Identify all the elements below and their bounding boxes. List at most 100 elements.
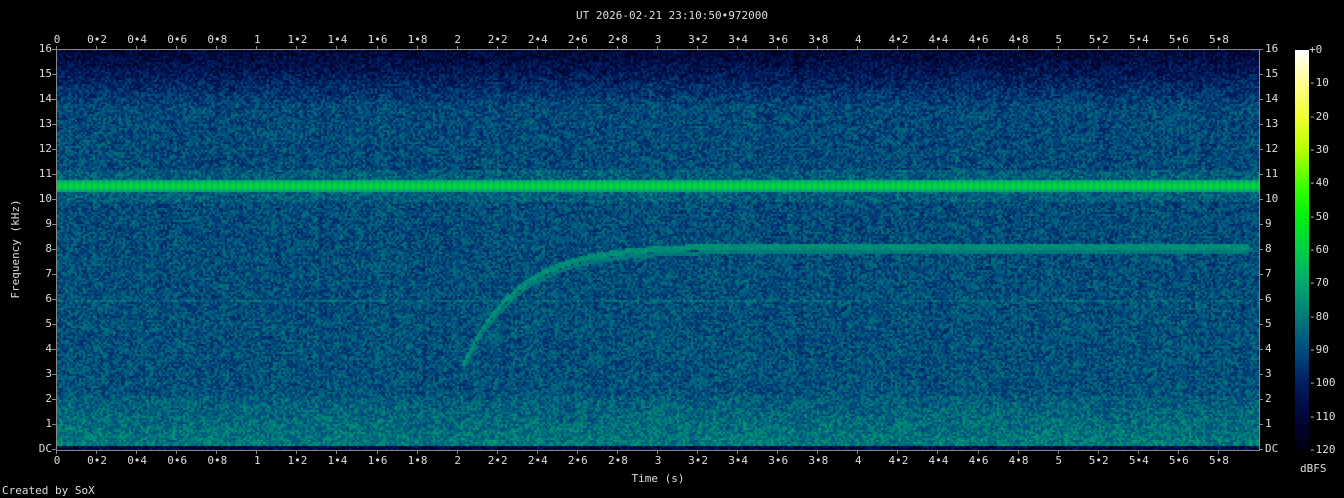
- y-tick-left: [52, 199, 56, 200]
- colorbar-tick-label: -80: [1309, 309, 1329, 323]
- x-tick-bottom: [296, 450, 298, 454]
- x-tick-label-bottom: 4•6: [968, 454, 989, 467]
- x-tick-label-bottom: 1•8: [407, 454, 428, 467]
- x-tick-top: [136, 46, 138, 50]
- x-tick-label-bottom: 4•2: [888, 454, 909, 467]
- x-tick-label-bottom: 4•8: [1008, 454, 1029, 467]
- x-tick-top: [456, 46, 458, 50]
- y-tick-left: [52, 449, 56, 450]
- x-tick-bottom: [96, 450, 98, 454]
- y-tick-label-left: 10: [38, 192, 52, 205]
- colorbar-tick-label: -100: [1309, 376, 1336, 390]
- x-tick-bottom: [176, 450, 178, 454]
- x-tick-label-bottom: 0•6: [167, 454, 188, 467]
- x-tick-bottom: [657, 450, 658, 454]
- x-tick-bottom: [1137, 450, 1139, 454]
- y-tick-label-left: DC: [38, 442, 52, 455]
- y-tick-label-right: 4: [1265, 342, 1272, 355]
- y-tick-left: [52, 374, 56, 375]
- y-tick-label-left: 13: [38, 117, 52, 130]
- x-tick-label-top: 0•4: [127, 33, 148, 46]
- y-tick-label-left: 5: [45, 317, 52, 330]
- x-tick-label-top: 4: [855, 33, 862, 46]
- y-tick-right: [1259, 74, 1263, 75]
- x-tick-top: [1057, 46, 1059, 50]
- y-tick-left: [52, 224, 56, 225]
- y-tick-left: [52, 274, 56, 275]
- x-tick-label-top: 5•2: [1088, 33, 1109, 46]
- colorbar-tick-label: -120: [1309, 443, 1336, 456]
- x-tick-label-bottom: 3•2: [688, 454, 708, 467]
- y-tick-label-right: DC: [1265, 442, 1279, 455]
- y-tick-left: [52, 249, 56, 250]
- colorbar-tick-label: -60: [1309, 243, 1329, 256]
- colorbar-tick-label: -110: [1309, 409, 1336, 423]
- y-tick-label-left: 15: [38, 67, 52, 80]
- x-tick-label-top: 1•8: [407, 33, 428, 46]
- x-tick-label-top: 5: [1055, 33, 1062, 46]
- colorbar-tick-label: -50: [1309, 209, 1329, 223]
- y-tick-label-right: 15: [1265, 67, 1279, 80]
- y-tick-label-right: 3: [1265, 367, 1272, 380]
- x-tick-bottom: [937, 450, 939, 454]
- x-tick-label-bottom: 1•6: [367, 454, 388, 467]
- x-tick-bottom: [857, 450, 859, 454]
- x-tick-top: [216, 46, 218, 50]
- x-tick-label-top: 3•2: [688, 33, 708, 46]
- x-tick-top: [937, 46, 939, 50]
- x-tick-label-top: 4•4: [928, 33, 949, 46]
- x-tick-label-top: 2•6: [567, 33, 588, 46]
- x-tick-label-bottom: 0: [53, 454, 61, 467]
- y-tick-right: [1259, 274, 1263, 275]
- x-tick-label-bottom: 2•2: [487, 454, 508, 467]
- x-tick-bottom: [336, 450, 338, 454]
- x-tick-bottom: [136, 450, 138, 454]
- x-tick-bottom: [897, 450, 899, 454]
- y-tick-left: [52, 74, 56, 75]
- x-axis-label: Time (s): [631, 472, 685, 485]
- x-tick-label-top: 1•4: [327, 33, 348, 46]
- x-tick-top: [857, 46, 859, 50]
- x-tick-bottom: [216, 450, 218, 454]
- x-tick-top: [657, 46, 658, 50]
- colorbar-tick-label: -20: [1309, 109, 1329, 123]
- x-tick-label-bottom: 5•6: [1168, 454, 1189, 467]
- y-tick-right: [1259, 449, 1263, 450]
- x-tick-label-bottom: 3: [654, 454, 662, 467]
- y-tick-label-right: 7: [1265, 267, 1272, 280]
- x-tick-top: [96, 46, 98, 50]
- x-tick-top: [496, 46, 498, 50]
- y-tick-label-left: 6: [45, 292, 52, 305]
- y-tick-label-right: 11: [1265, 167, 1279, 180]
- x-tick-top: [977, 46, 979, 50]
- y-tick-label-right: 10: [1265, 192, 1279, 205]
- x-tick-label-top: 4•6: [968, 33, 989, 46]
- x-tick-label-top: 2•4: [527, 33, 548, 46]
- y-tick-right: [1259, 299, 1263, 300]
- x-tick-bottom: [56, 450, 57, 454]
- x-tick-bottom: [456, 450, 458, 454]
- x-tick-top: [256, 46, 258, 50]
- y-tick-right: [1259, 424, 1263, 425]
- x-tick-label-bottom: 4: [855, 454, 862, 467]
- x-tick-label-top: 2•2: [487, 33, 508, 46]
- x-tick-label-top: 1•2: [287, 33, 308, 46]
- y-tick-right: [1259, 174, 1263, 175]
- x-tick-bottom: [697, 450, 699, 454]
- chart-title: UT 2026-02-21 23:10:50•972000: [575, 9, 769, 22]
- y-tick-label-right: 9: [1265, 217, 1272, 230]
- x-tick-top: [176, 46, 178, 50]
- x-tick-top: [616, 46, 618, 50]
- x-tick-label-top: 5•6: [1168, 33, 1189, 46]
- x-tick-bottom: [496, 450, 498, 454]
- y-tick-label-right: 6: [1265, 292, 1272, 305]
- y-tick-label-left: 16: [38, 42, 52, 55]
- x-tick-label-bottom: 5•2: [1088, 454, 1109, 467]
- x-tick-top: [56, 46, 57, 50]
- x-tick-label-top: 5•8: [1208, 33, 1229, 46]
- x-tick-label-top: 0: [53, 33, 61, 46]
- x-tick-label-bottom: 5: [1055, 454, 1062, 467]
- x-tick-bottom: [777, 450, 779, 454]
- y-tick-left: [52, 424, 56, 425]
- x-tick-bottom: [1057, 450, 1059, 454]
